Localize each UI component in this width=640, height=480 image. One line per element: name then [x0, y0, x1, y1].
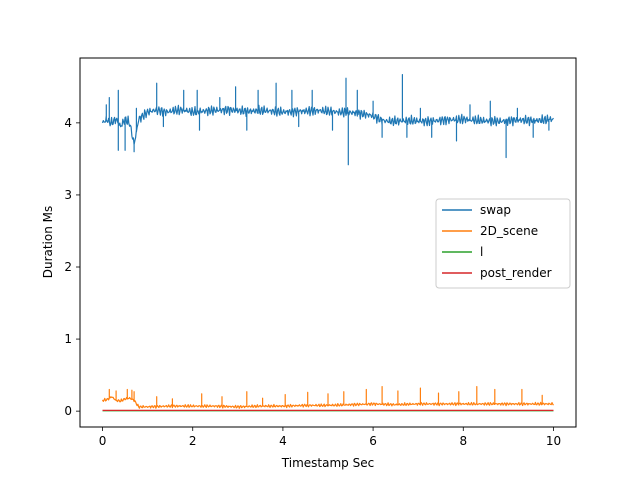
x-axis: 0 2 4 6 8 10	[99, 427, 561, 448]
y-tick-label: 0	[64, 404, 72, 418]
x-tick-label: 10	[546, 434, 561, 448]
y-tick-label: 3	[64, 188, 72, 202]
y-tick-label: 1	[64, 332, 72, 346]
legend-label: l	[480, 245, 483, 259]
legend-label: post_render	[480, 266, 552, 280]
x-axis-label: Timestamp Sec	[281, 456, 374, 470]
plot-frame	[79, 57, 577, 428]
legend-label: swap	[480, 203, 511, 217]
y-tick-label: 2	[64, 260, 72, 274]
x-tick-label: 8	[459, 434, 467, 448]
legend-label: 2D_scene	[480, 224, 538, 238]
x-tick-label: 4	[279, 434, 287, 448]
x-tick-label: 6	[369, 434, 377, 448]
legend-box	[435, 198, 571, 289]
x-tick-label: 2	[189, 434, 197, 448]
x-tick-label: 0	[99, 434, 107, 448]
series-line-2d-scene	[101, 386, 554, 409]
y-axis-label: Duration Ms	[41, 206, 55, 279]
y-tick-label: 4	[64, 116, 72, 130]
series-line-swap	[101, 74, 554, 166]
y-axis: 0 1 2 3 4	[64, 116, 80, 418]
series-layer	[101, 74, 554, 412]
